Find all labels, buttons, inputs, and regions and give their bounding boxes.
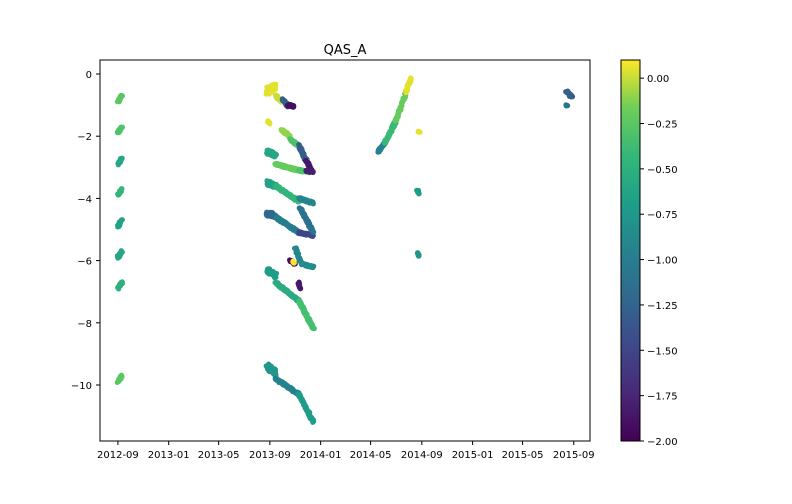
data-point bbox=[310, 169, 316, 175]
data-point bbox=[119, 155, 125, 161]
data-point bbox=[119, 374, 125, 380]
y-tick-label: 0 bbox=[86, 70, 92, 81]
data-point bbox=[119, 279, 125, 285]
x-tick-label: 2012-09 bbox=[97, 450, 139, 461]
data-point bbox=[311, 418, 317, 424]
data-points bbox=[114, 75, 576, 425]
x-axis: 2012-09 2013-01 2013-05 2013-09 2014-01 2014-… bbox=[97, 441, 595, 461]
data-point bbox=[119, 124, 125, 130]
colorbar-tick-label: −0.50 bbox=[647, 165, 678, 176]
data-point bbox=[118, 217, 125, 223]
x-tick-label: 2013-01 bbox=[148, 450, 190, 461]
colorbar-tick-label: −0.75 bbox=[647, 210, 678, 221]
y-tick-label: −4 bbox=[77, 194, 92, 205]
x-tick-label: 2014-05 bbox=[350, 450, 392, 461]
colorbar-tick-label: −2.00 bbox=[647, 437, 678, 448]
data-point bbox=[118, 186, 124, 192]
data-point bbox=[272, 85, 278, 91]
x-tick-label: 2013-09 bbox=[249, 450, 291, 461]
x-tick-label: 2015-05 bbox=[502, 450, 544, 461]
y-tick-label: −10 bbox=[71, 381, 92, 392]
colorbar-tick-label: −1.25 bbox=[647, 301, 678, 312]
y-tick-label: −8 bbox=[77, 319, 92, 330]
colorbar-gradient bbox=[620, 59, 641, 442]
data-point bbox=[290, 103, 296, 110]
data-point bbox=[267, 121, 273, 127]
colorbar-tick-label: −1.75 bbox=[647, 392, 678, 403]
data-point bbox=[119, 93, 125, 99]
colorbar: 0.00 −0.25 −0.50 −0.75 −1.00 −1.25 −1.50 −1.75 −… bbox=[620, 59, 678, 448]
data-point bbox=[273, 152, 279, 158]
data-point bbox=[273, 81, 279, 87]
data-point bbox=[297, 286, 303, 292]
colorbar-tick-label: −1.00 bbox=[647, 256, 678, 267]
colorbar-ticks: 0.00 −0.25 −0.50 −0.75 −1.00 −1.25 −1.50 −1.75 −… bbox=[640, 74, 678, 448]
data-point bbox=[118, 248, 124, 254]
plot-frame bbox=[99, 59, 591, 442]
x-tick-label: 2013-05 bbox=[198, 450, 240, 461]
data-point bbox=[416, 253, 422, 259]
x-tick-label: 2014-01 bbox=[300, 450, 342, 461]
y-tick-label: −6 bbox=[77, 257, 92, 268]
colorbar-tick-label: −1.50 bbox=[647, 346, 678, 357]
data-point bbox=[416, 191, 422, 197]
x-tick-label: 2015-09 bbox=[553, 450, 595, 461]
data-point bbox=[408, 75, 414, 81]
y-tick-label: −2 bbox=[77, 132, 92, 143]
data-point bbox=[563, 103, 569, 109]
chart-title: QAS_A bbox=[324, 43, 367, 58]
data-point bbox=[417, 129, 423, 135]
x-tick-label: 2014-09 bbox=[401, 450, 443, 461]
data-point bbox=[568, 94, 575, 100]
x-tick-label: 2015-01 bbox=[452, 450, 494, 461]
colorbar-tick-label: −0.25 bbox=[647, 120, 678, 131]
data-point bbox=[311, 325, 317, 331]
data-point bbox=[310, 264, 316, 270]
data-point bbox=[311, 229, 317, 235]
data-point bbox=[310, 200, 316, 206]
data-point bbox=[273, 270, 280, 277]
colorbar-tick-label: 0.00 bbox=[647, 74, 669, 85]
data-point bbox=[290, 258, 296, 265]
y-axis: 0 −2 −4 −6 −8 −10 bbox=[71, 70, 100, 392]
